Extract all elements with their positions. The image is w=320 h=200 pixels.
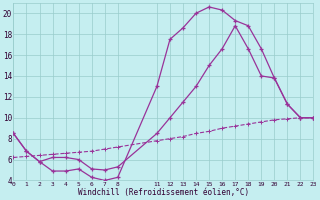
X-axis label: Windchill (Refroidissement éolien,°C): Windchill (Refroidissement éolien,°C) [78, 188, 249, 197]
